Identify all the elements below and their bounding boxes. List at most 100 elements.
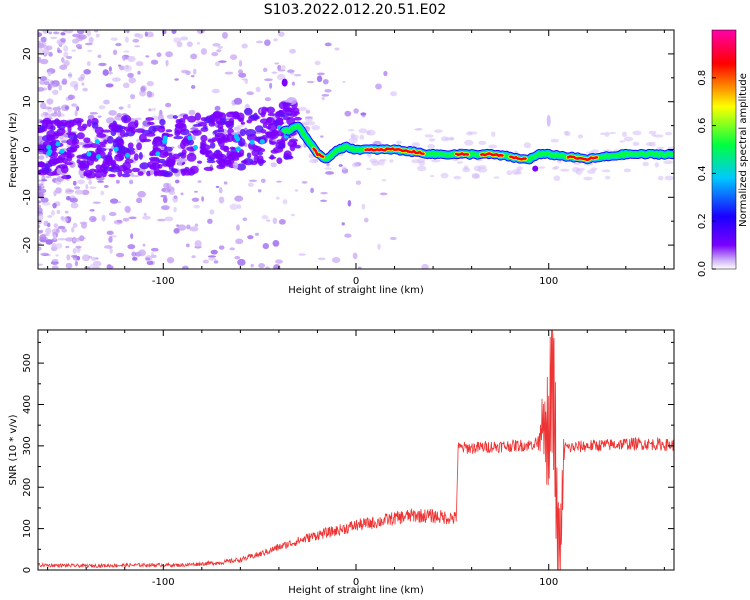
spectrogram-noise-blob: [108, 110, 117, 116]
spectrogram-noise-blob: [604, 175, 611, 180]
spectrogram-noise-blob: [137, 33, 144, 39]
spectrogram-noise-blob: [124, 158, 134, 164]
spectrogram-noise-blob: [64, 189, 74, 195]
colorbar: 0.0 0.2 0.4 0.6 0.8 Normalized spectral ampl…: [697, 29, 749, 277]
spectrogram-noise-blob: [67, 119, 78, 126]
spectrogram-noise-blob: [116, 219, 123, 223]
spectrogram-noise-blob: [488, 144, 498, 149]
spectrogram-noise-blob: [39, 234, 47, 241]
spectrogram-noise-blob: [115, 179, 120, 184]
spectrogram-noise-blob: [73, 103, 78, 108]
spectrogram-noise-blob: [102, 69, 109, 76]
spectrogram-noise-blob: [286, 155, 293, 159]
spectrogram-noise-blob: [65, 245, 70, 249]
spectrogram-noise-blob: [107, 135, 114, 144]
spectrogram-noise-blob: [159, 118, 166, 126]
spectrogram-noise-blob: [471, 174, 481, 179]
spectrogram-noise-blob: [657, 175, 664, 181]
spectrogram-noise-blob: [174, 130, 181, 137]
spectrogram-noise-blob: [213, 260, 219, 264]
spectrogram-noise-blob: [229, 203, 239, 210]
spectrogram-noise-blob: [165, 102, 172, 108]
spectrogram-noise-blob: [150, 59, 159, 65]
spectrogram-noise-blob: [237, 124, 244, 128]
spectrogram-noise-blob: [218, 196, 225, 204]
spectrogram-xtick-label: 0: [353, 276, 359, 287]
spectrogram-noise-blob: [203, 125, 208, 130]
spectrogram-noise-blob: [275, 259, 283, 264]
snr-xtick-label: 100: [539, 577, 558, 588]
spectrogram-hotspot: [86, 151, 92, 157]
spectrogram-noise-blob: [127, 103, 131, 109]
spectrogram-noise-blob: [478, 140, 487, 145]
spectrogram-noise-blob: [136, 142, 142, 151]
snr-background: [38, 330, 674, 570]
spectrogram-ridge-core-red: [364, 147, 425, 156]
spectrogram-noise-blob: [38, 214, 44, 221]
spectrogram-noise-blob: [186, 224, 191, 230]
spectrogram-noise-blob: [132, 38, 140, 43]
spectrogram-noise-blob: [187, 168, 196, 176]
spectrogram-noise-blob: [166, 114, 175, 119]
spectrogram-noise-blob: [76, 132, 85, 140]
spectrogram-noise-blob: [41, 201, 51, 206]
spectrogram-noise-blob: [347, 200, 352, 207]
spectrogram-noise-blob: [132, 256, 138, 261]
spectrogram-noise-blob: [302, 122, 308, 126]
spectrogram-noise-blob: [256, 154, 264, 164]
spectrogram-noise-blob: [236, 163, 247, 171]
spectrogram-noise-blob: [664, 175, 674, 181]
spectrogram-noise-blob: [257, 189, 262, 193]
spectrogram-noise-blob: [101, 214, 106, 222]
spectrogram-noise-blob: [651, 133, 656, 137]
spectrogram-noise-blob: [164, 216, 174, 222]
spectrogram-ytick-label: 20: [22, 48, 33, 61]
spectrogram-noise-blob: [55, 187, 62, 194]
spectrogram-noise-blob: [221, 31, 228, 39]
spectrogram-noise-blob: [325, 171, 335, 175]
spectrogram-noise-blob: [50, 210, 56, 216]
spectrogram-noise-blob: [97, 180, 104, 183]
spectrogram-noise-blob: [150, 251, 154, 258]
spectrogram-noise-blob: [81, 254, 90, 262]
spectrogram-noise-blob: [92, 260, 102, 267]
spectrogram-noise-blob: [156, 52, 162, 58]
spectrogram-noise-blob: [241, 43, 248, 49]
spectrogram-noise-blob: [267, 112, 276, 117]
spectrogram-noise-blob: [473, 165, 481, 172]
spectrogram-noise-blob: [590, 149, 600, 153]
spectrogram-noise-blob: [322, 79, 329, 85]
spectrogram-noise-blob: [39, 58, 49, 65]
spectrogram-noise-blob: [194, 190, 198, 193]
spectrogram-noise-blob: [165, 158, 176, 167]
spectrogram-noise-blob: [287, 69, 295, 74]
spectrogram-noise-blob: [77, 126, 87, 132]
spectrogram-noise-blob: [210, 249, 218, 255]
spectrogram-noise-blob: [40, 36, 47, 43]
spectrogram-noise-blob: [84, 42, 93, 46]
spectrogram-noise-blob: [242, 159, 248, 165]
snr-ytick-label: 200: [22, 478, 33, 497]
spectrogram-noise-blob: [165, 51, 173, 58]
spectrogram-noise-blob: [290, 213, 295, 217]
spectrogram-noise-blob: [122, 55, 126, 61]
spectrogram-noise-blob: [290, 72, 295, 75]
spectrogram-noise-blob: [207, 218, 213, 224]
snr-ytick-label: 400: [22, 395, 33, 414]
spectrogram-noise-blob: [118, 106, 124, 110]
spectrogram-noise-blob: [76, 106, 80, 112]
spectrogram-noise-blob: [233, 126, 241, 131]
spectrogram-noise-blob: [225, 120, 231, 128]
spectrogram-noise-blob: [129, 93, 136, 100]
spectrogram-noise-blob: [428, 138, 436, 142]
spectrogram-noise-blob: [234, 195, 244, 202]
spectrogram-hotspot: [187, 135, 193, 141]
spectrogram-noise-blob: [324, 167, 332, 170]
spectrogram-noise-blob: [50, 83, 57, 88]
spectrogram-noise-blob: [128, 77, 136, 84]
spectrogram-noise-blob: [360, 112, 367, 116]
spectrogram-noise-blob: [260, 111, 266, 118]
spectrogram-noise-blob: [55, 254, 59, 257]
